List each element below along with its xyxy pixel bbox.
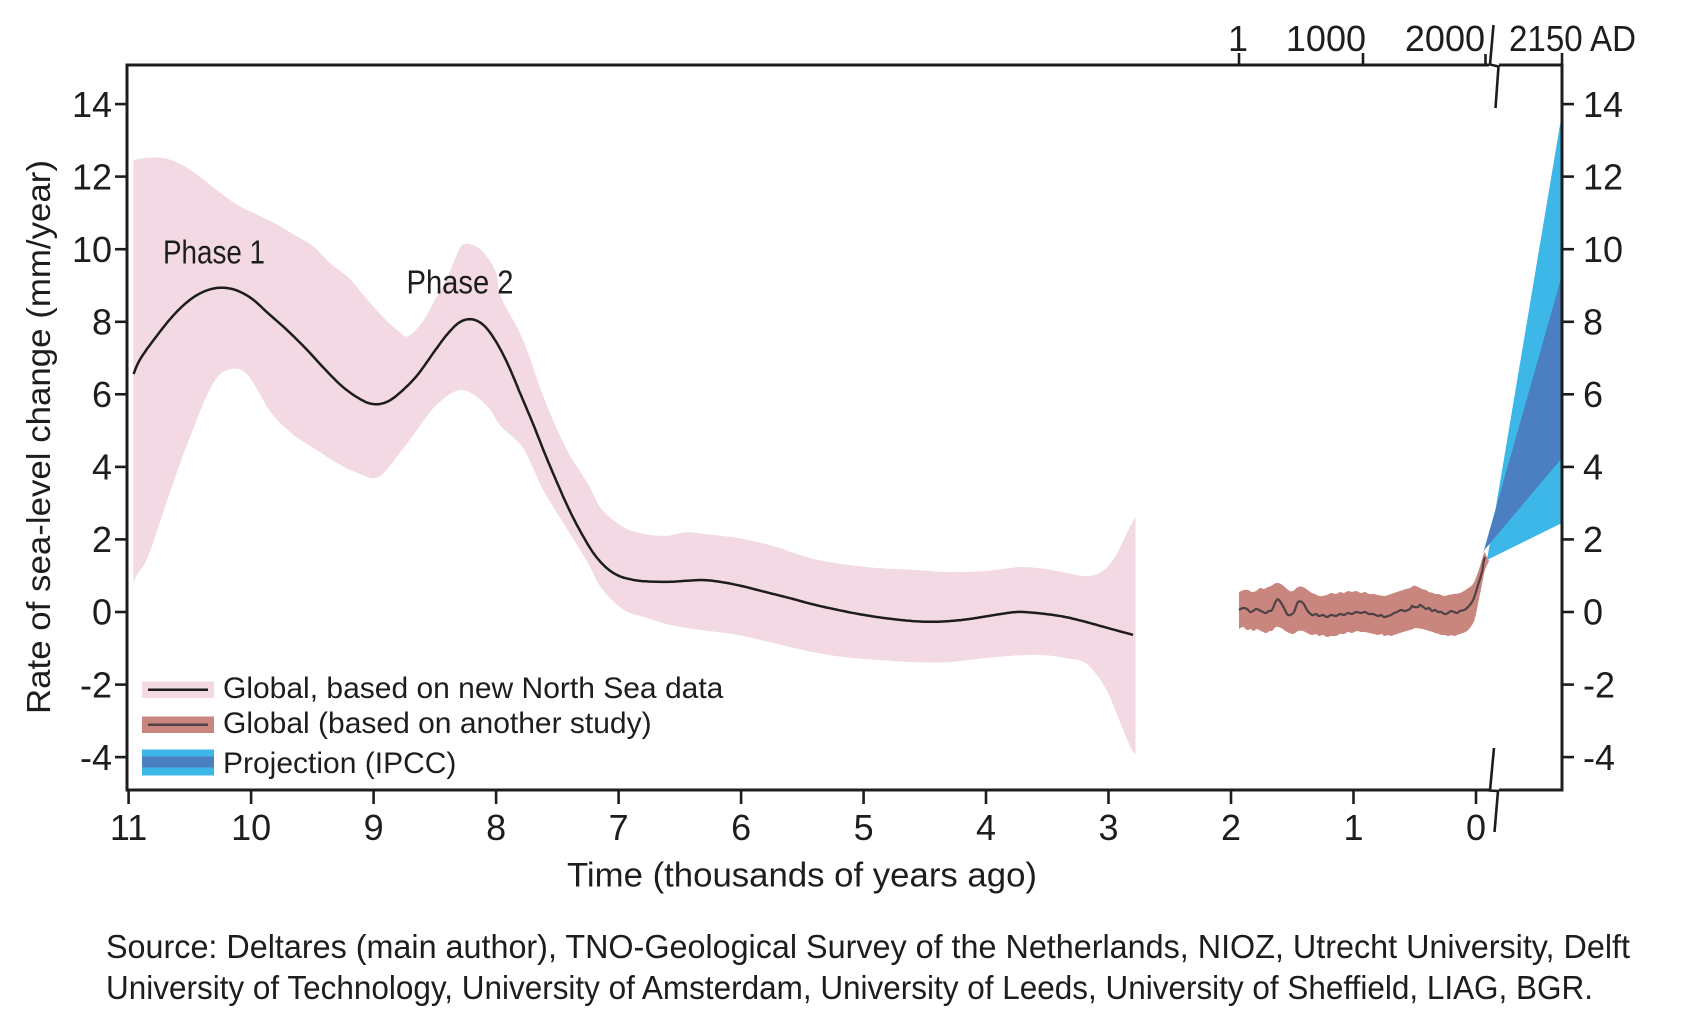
svg-text:Source: Deltares (main author): Source: Deltares (main author), TNO-Geol…	[106, 929, 1631, 966]
svg-text:4: 4	[976, 807, 996, 848]
svg-text:0: 0	[1583, 592, 1603, 633]
svg-text:1000: 1000	[1286, 18, 1366, 59]
svg-text:6: 6	[92, 374, 112, 415]
svg-text:0: 0	[1466, 807, 1486, 848]
svg-text:10: 10	[1583, 229, 1623, 270]
svg-text:2: 2	[1583, 519, 1603, 560]
svg-text:1: 1	[1343, 807, 1363, 848]
svg-text:12: 12	[72, 156, 112, 197]
svg-text:6: 6	[731, 807, 751, 848]
svg-text:-2: -2	[1583, 664, 1615, 705]
svg-text:14: 14	[1583, 84, 1623, 125]
svg-text:8: 8	[486, 807, 506, 848]
svg-text:-4: -4	[80, 737, 112, 778]
svg-text:5: 5	[854, 807, 874, 848]
svg-text:6: 6	[1583, 374, 1603, 415]
svg-text:Projection (IPCC): Projection (IPCC)	[223, 747, 456, 780]
svg-text:10: 10	[231, 807, 271, 848]
svg-text:4: 4	[1583, 447, 1603, 488]
svg-text:8: 8	[1583, 302, 1603, 343]
svg-text:Global (based on another study: Global (based on another study)	[223, 707, 652, 740]
svg-text:11: 11	[110, 807, 147, 848]
svg-text:2000: 2000	[1405, 18, 1485, 59]
svg-text:Rate of sea-level change (mm/y: Rate of sea-level change (mm/year)	[20, 160, 57, 714]
svg-text:0: 0	[92, 592, 112, 633]
svg-text:10: 10	[72, 229, 112, 270]
svg-text:Time (thousands of years ago): Time (thousands of years ago)	[567, 857, 1037, 895]
svg-text:Phase 1: Phase 1	[163, 234, 265, 271]
svg-text:2150 AD: 2150 AD	[1509, 18, 1636, 59]
svg-text:8: 8	[92, 302, 112, 343]
svg-text:Phase 2: Phase 2	[407, 264, 514, 301]
svg-text:University of Technology, Univ: University of Technology, University of …	[106, 970, 1593, 1007]
svg-text:12: 12	[1583, 156, 1623, 197]
svg-text:9: 9	[364, 807, 384, 848]
svg-text:7: 7	[609, 807, 629, 848]
svg-text:2: 2	[1221, 807, 1241, 848]
svg-text:3: 3	[1098, 807, 1118, 848]
svg-text:-2: -2	[80, 664, 112, 705]
svg-text:Global, based on new North Sea: Global, based on new North Sea data	[223, 672, 724, 705]
svg-text:2: 2	[92, 519, 112, 560]
svg-text:4: 4	[92, 447, 112, 488]
svg-text:1: 1	[1228, 18, 1248, 59]
svg-text:14: 14	[72, 84, 112, 125]
svg-text:-4: -4	[1583, 737, 1615, 778]
